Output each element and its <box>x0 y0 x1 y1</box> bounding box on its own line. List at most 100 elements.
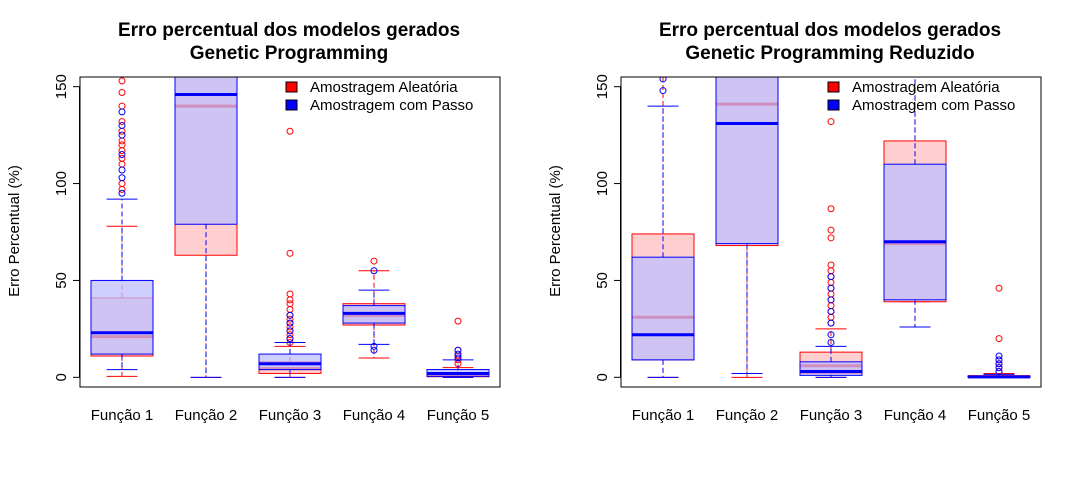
outlier-point <box>995 360 1003 368</box>
outlier-point <box>454 317 462 325</box>
outlier-point <box>370 257 378 265</box>
x-tick-label: Função 4 <box>343 407 406 424</box>
outlier-point <box>286 249 294 257</box>
chart-title: Erro percentual dos modelos gerados <box>118 20 460 41</box>
outlier-point <box>995 352 1003 360</box>
y-tick-label: 0 <box>594 373 611 381</box>
outlier-point <box>827 261 835 269</box>
outlier-point <box>118 77 126 85</box>
iqr-box <box>90 279 154 355</box>
iqr-box <box>799 361 863 376</box>
iqr-box <box>715 77 779 245</box>
outlier-point <box>827 118 835 126</box>
outlier-point <box>118 154 126 162</box>
outlier-point <box>118 166 126 174</box>
chart-subtitle: Genetic Programming Reduzido <box>685 43 974 64</box>
outlier-point <box>118 108 126 116</box>
box-funcao-1-amostragem-com-passo <box>631 77 695 378</box>
plot-area <box>631 77 1031 379</box>
y-tick-label: 150 <box>594 74 611 99</box>
outlier-point <box>827 319 835 327</box>
chart-panel-genetic-programming-reduzido: Erro percentual dos modelos gerados Gene… <box>547 20 1042 424</box>
legend-swatch <box>285 99 298 111</box>
outlier-point <box>370 346 378 354</box>
outlier-point <box>995 335 1003 343</box>
box-funcao-3-amostragem-com-passo <box>799 273 863 378</box>
outlier-point <box>454 350 462 358</box>
outlier-point <box>827 273 835 281</box>
x-tick-label: Função 3 <box>800 407 863 424</box>
x-axis: Função 1 Função 2 Função 3 Função 4 Função 5 <box>632 407 1031 424</box>
legend-label: Amostragem Aleatória <box>852 79 1000 96</box>
outlier-point <box>454 346 462 354</box>
series-amostragem-com-passo <box>90 77 490 378</box>
outlier-point <box>995 356 1003 364</box>
outlier-point <box>827 226 835 234</box>
outlier-point <box>286 315 294 323</box>
outlier-point <box>286 296 294 304</box>
outlier-point <box>827 284 835 292</box>
outlier-point <box>118 151 126 158</box>
outlier-point <box>286 319 294 327</box>
x-tick-label: Função 5 <box>968 407 1031 424</box>
box-funcao-4-amostragem-com-passo <box>883 77 947 328</box>
outlier-point <box>118 141 126 149</box>
y-tick-label: 100 <box>594 171 611 196</box>
y-tick-label: 100 <box>53 171 70 196</box>
box-funcao-5-amostragem-com-passo <box>967 352 1031 379</box>
outlier-point <box>827 205 835 213</box>
outlier-point <box>286 306 294 313</box>
outlier-point <box>370 267 378 275</box>
outlier-point <box>827 290 835 298</box>
iqr-box <box>174 77 238 225</box>
outlier-point <box>286 300 294 308</box>
box-funcao-5-amostragem-aleatoria <box>967 284 1031 379</box>
outlier-point <box>995 364 1003 372</box>
outlier-point <box>827 313 835 321</box>
outlier-point <box>118 121 126 129</box>
outlier-point <box>118 131 126 139</box>
y-axis: 0 50 100 150 <box>594 74 621 381</box>
outlier-point <box>118 160 126 168</box>
box-funcao-1-amostragem-com-passo <box>90 108 154 371</box>
outlier-point <box>118 180 126 188</box>
outlier-point <box>286 127 294 135</box>
outlier-point <box>286 327 294 335</box>
legend-swatch <box>827 81 840 93</box>
iqr-box <box>258 353 322 371</box>
x-tick-label: Função 1 <box>632 407 695 424</box>
chart-panel-genetic-programming: Erro percentual dos modelos gerados Gene… <box>6 20 501 424</box>
y-axis-label: Erro Percentual (%) <box>547 165 564 297</box>
legend-swatch <box>285 81 298 93</box>
outlier-point <box>827 278 835 286</box>
outlier-point <box>827 296 835 304</box>
outlier-point <box>827 267 835 275</box>
box-funcao-3-amostragem-com-passo <box>258 311 322 378</box>
outlier-point <box>118 89 126 96</box>
x-tick-label: Função 4 <box>884 407 947 424</box>
y-axis: 0 50 100 150 <box>53 74 80 381</box>
outlier-point <box>995 368 1003 375</box>
outlier-point <box>659 87 667 95</box>
outlier-point <box>827 307 835 315</box>
box-funcao-5-amostragem-com-passo <box>426 346 490 378</box>
outlier-point <box>659 77 667 83</box>
y-tick-label: 0 <box>53 373 70 381</box>
x-tick-label: Função 1 <box>91 407 154 424</box>
legend-label: Amostragem Aleatória <box>310 79 458 96</box>
x-tick-label: Função 5 <box>427 407 490 424</box>
outlier-point <box>827 331 835 339</box>
outlier-point <box>286 323 294 331</box>
outlier-point <box>286 335 294 343</box>
box-funcao-3-amostragem-aleatoria <box>799 102 863 378</box>
x-tick-label: Função 2 <box>716 407 779 424</box>
outlier-point <box>286 331 294 339</box>
box-funcao-4-amostragem-com-passo <box>342 267 406 354</box>
plot-area <box>90 77 490 378</box>
chart-title: Erro percentual dos modelos gerados <box>659 20 1001 41</box>
box-funcao-2-amostragem-com-passo <box>174 77 238 378</box>
outlier-point <box>995 284 1003 292</box>
